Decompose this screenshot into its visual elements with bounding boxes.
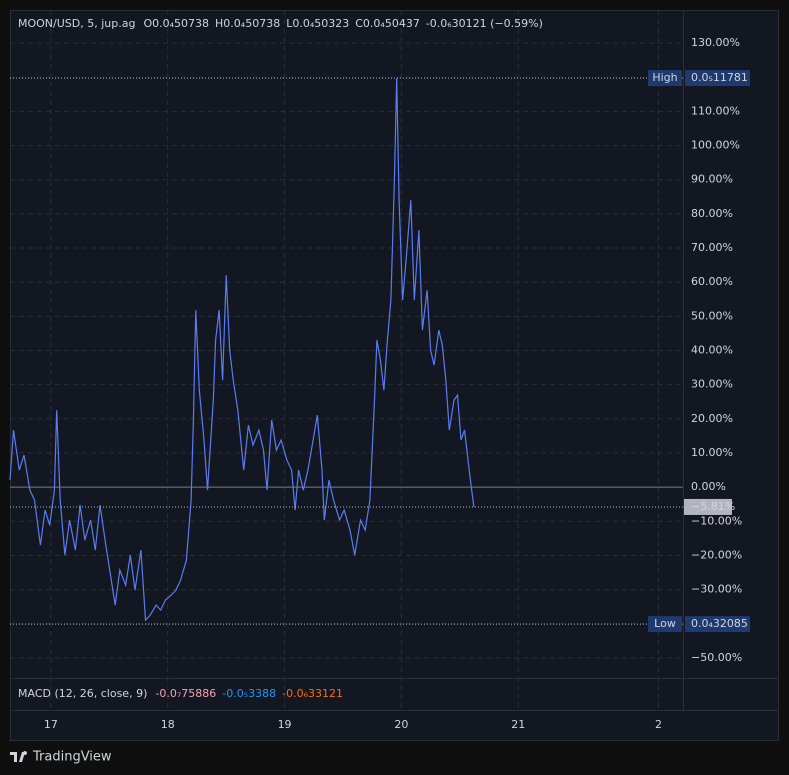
macd-title: MACD (12, 26, close, 9) xyxy=(18,687,147,700)
low-tag-bg xyxy=(648,616,682,633)
ohlc: O0.0₄50738 H0.0₄50738 L0.0₄50323 C0.0₄50437… xyxy=(143,17,542,30)
y-tick-label: −10.00% xyxy=(691,514,742,527)
macd-values: -0.0₇75886 -0.0₅3388 -0.0₆33121 xyxy=(155,687,343,700)
y-tick-label: 110.00% xyxy=(691,104,740,117)
y-tick-label: 50.00% xyxy=(691,309,733,322)
y-tick-label: −20.00% xyxy=(691,548,742,561)
ohlc-value: C0.0₄50437 xyxy=(355,17,420,30)
y-tick-label: 130.00% xyxy=(691,36,740,49)
x-tick-label: 17 xyxy=(44,718,58,731)
axes: 130.00%120.00%110.00%100.00%90.00%80.00%… xyxy=(44,36,750,731)
ohlc-value: -0.0₆30121 (−0.59%) xyxy=(426,17,543,30)
y-tick-label: −30.00% xyxy=(691,583,742,596)
logo-icon xyxy=(10,750,28,762)
high-tag-bg xyxy=(648,70,682,87)
high-price-bg xyxy=(685,70,750,87)
chart-title: MOON/USD, 5, jup.ag xyxy=(18,17,135,30)
y-tick-label: −50.00% xyxy=(691,651,742,664)
macd-value: -0.0₇75886 xyxy=(155,687,216,700)
low-price-bg xyxy=(685,616,750,633)
y-tick-label: 70.00% xyxy=(691,241,733,254)
last-tag: −5.81% xyxy=(691,500,735,513)
y-tick-label: 20.00% xyxy=(691,412,733,425)
low-tag: Low xyxy=(654,617,676,630)
y-tick-label: 80.00% xyxy=(691,207,733,220)
y-tick-label: 60.00% xyxy=(691,275,733,288)
macd-value: -0.0₆33121 xyxy=(282,687,343,700)
x-tick-label: 19 xyxy=(278,718,292,731)
ohlc-value: L0.0₄50323 xyxy=(286,17,349,30)
macd-value: -0.0₅3388 xyxy=(222,687,276,700)
x-tick-label: 20 xyxy=(394,718,408,731)
y-tick-label: 100.00% xyxy=(691,139,740,152)
x-tick-label: 18 xyxy=(161,718,175,731)
ohlc-value: O0.0₄50738 xyxy=(143,17,209,30)
y-tick-label: 0.00% xyxy=(691,480,726,493)
y-tick-label: 10.00% xyxy=(691,446,733,459)
price-line xyxy=(9,78,475,622)
low-price: 0.0₄32085 xyxy=(691,617,748,630)
plot xyxy=(9,77,683,625)
last-tag-bg xyxy=(684,498,732,515)
brand: TradingView xyxy=(32,750,112,765)
x-tick-label: 21 xyxy=(511,718,525,731)
ohlc-value: H0.0₄50738 xyxy=(215,17,280,30)
y-tick-label: 40.00% xyxy=(691,344,733,357)
high-tag: High xyxy=(652,71,677,84)
y-tick-label: 30.00% xyxy=(691,378,733,391)
x-tick-label: 2 xyxy=(655,718,662,731)
high-price: 0.0₅11781 xyxy=(691,71,748,84)
y-tick-label: 90.00% xyxy=(691,173,733,186)
grid xyxy=(10,10,683,710)
logo: TradingView xyxy=(10,750,112,765)
